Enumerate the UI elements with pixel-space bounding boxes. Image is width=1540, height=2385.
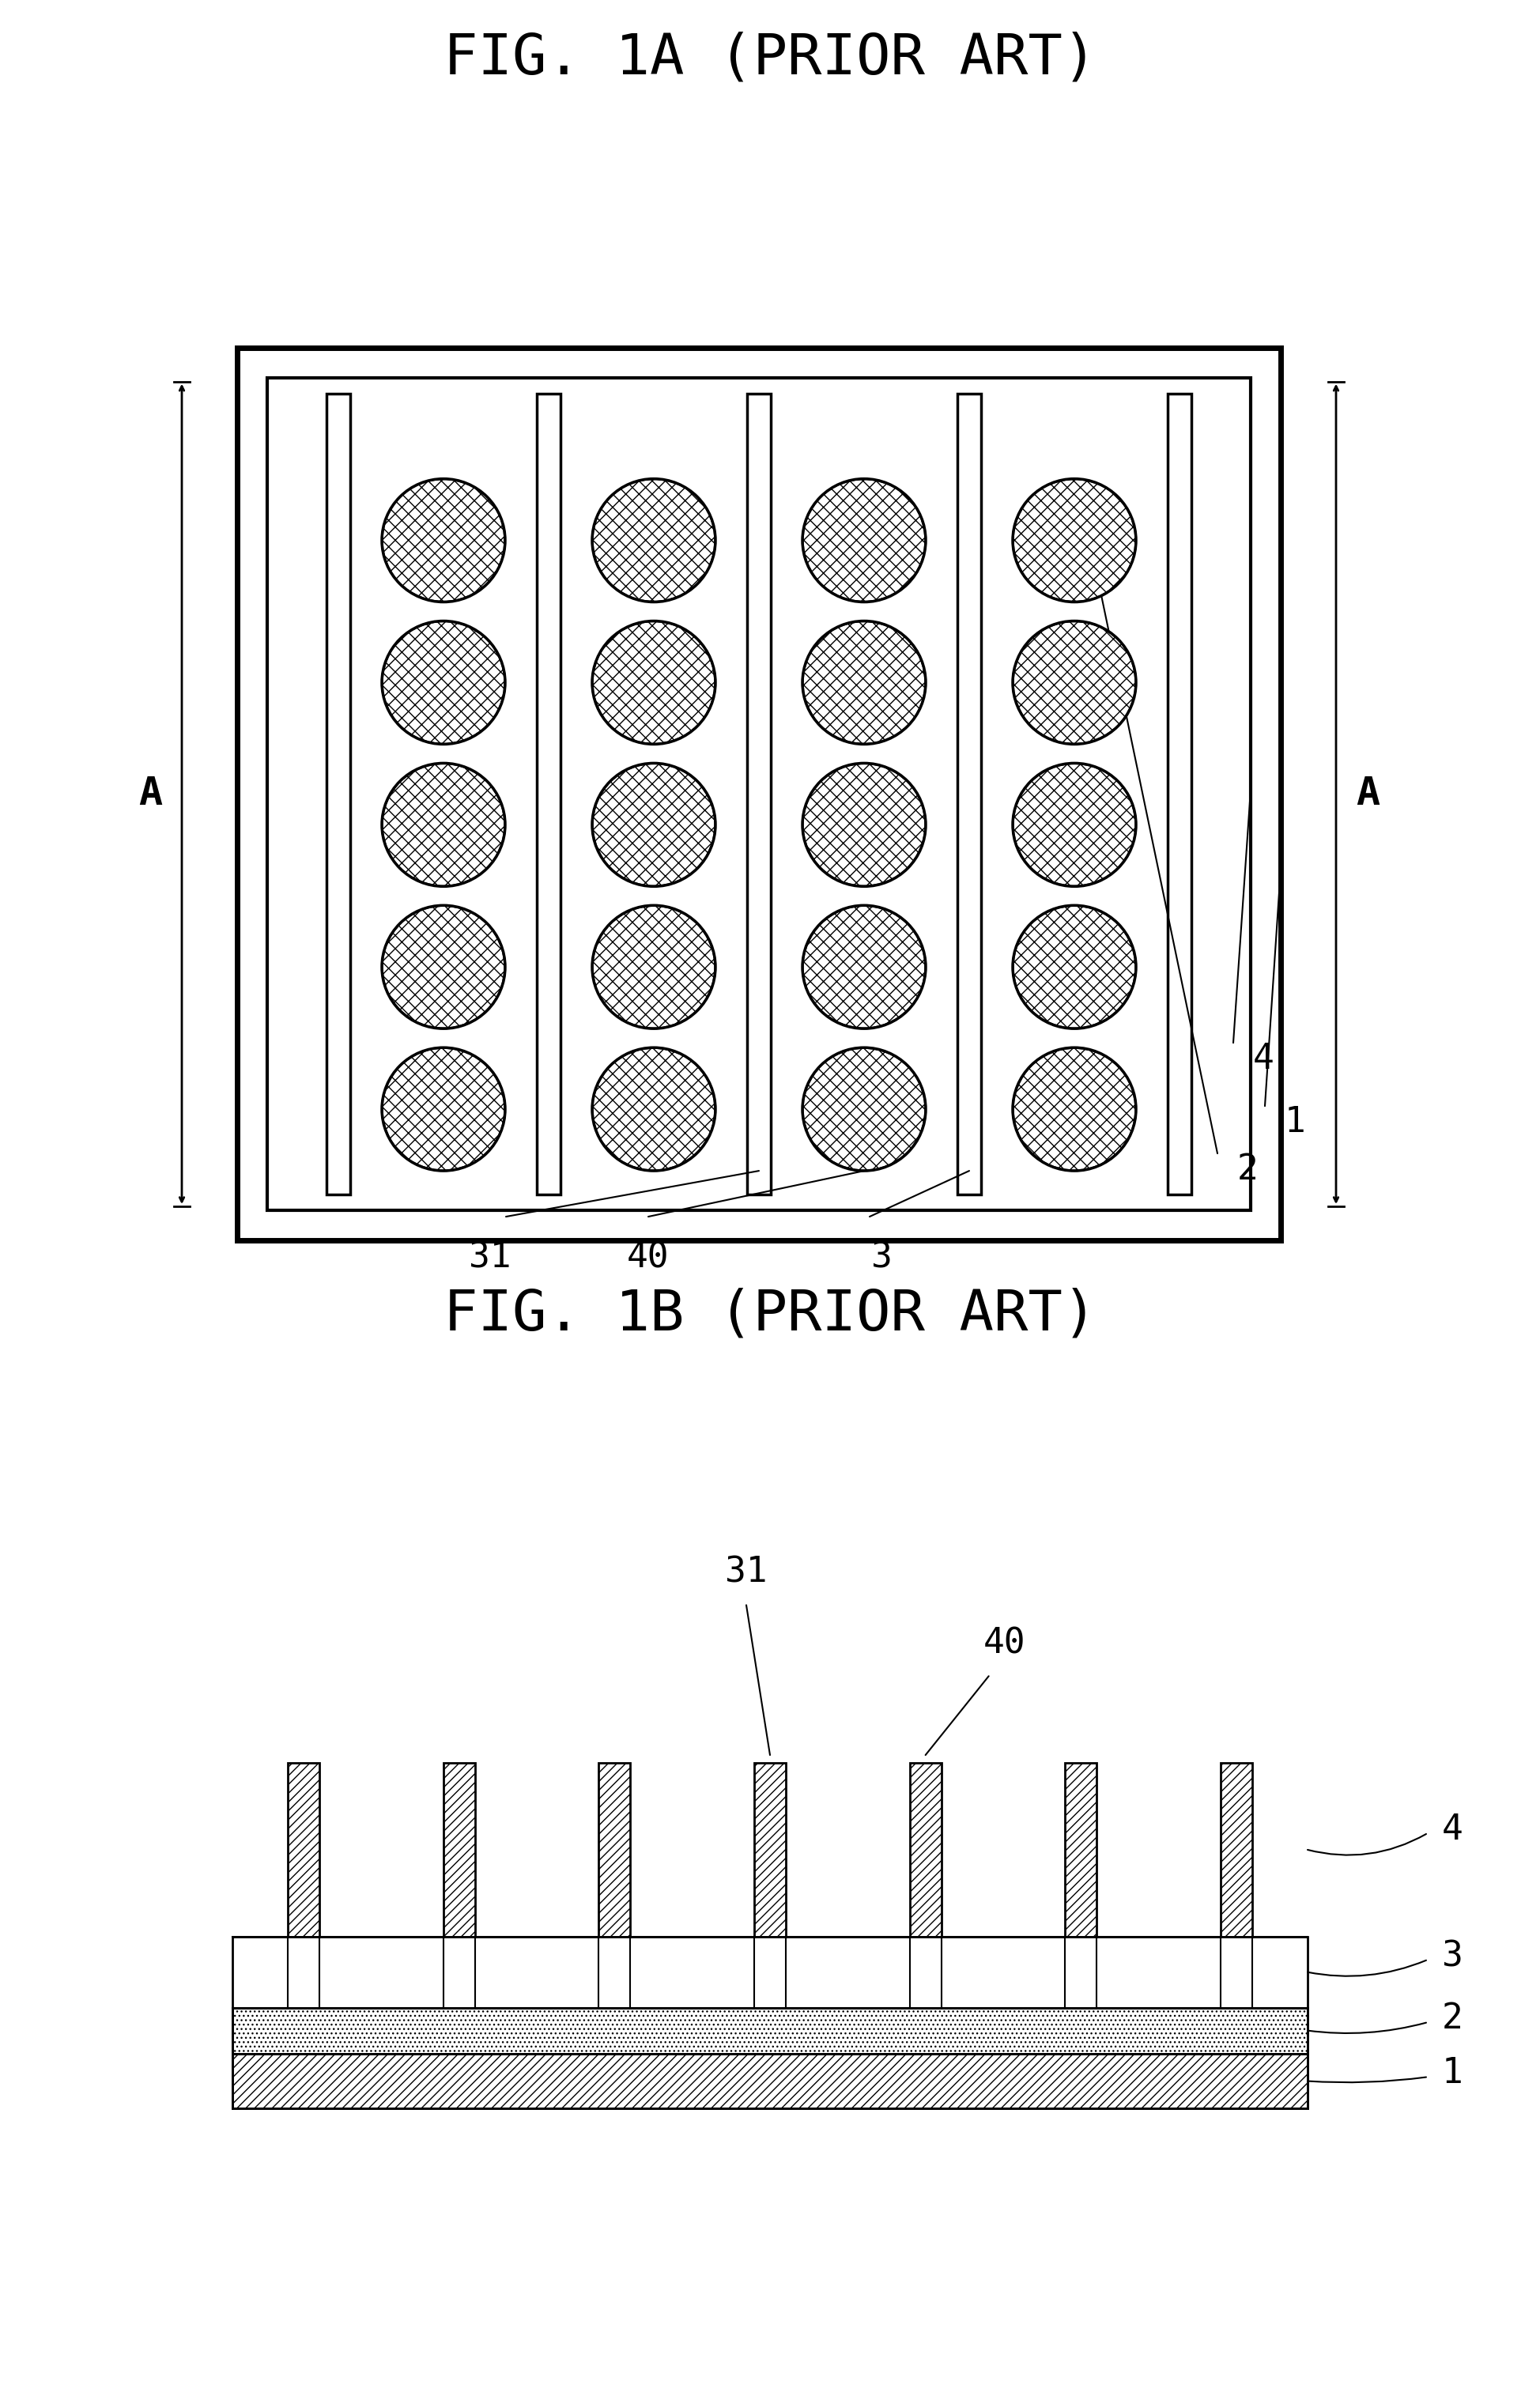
Bar [909,1937,941,2008]
Text: FIG. 1B (PRIOR ART): FIG. 1B (PRIOR ART) [444,1288,1096,1343]
Text: 1: 1 [1441,2056,1463,2089]
Text: 31: 31 [468,1240,511,1274]
Bar [233,2053,1307,2108]
Bar [288,1937,319,2008]
Bar [909,1763,941,1937]
Text: 3: 3 [1441,1939,1463,1972]
Circle shape [591,479,715,601]
Circle shape [802,906,926,1028]
Bar [785,1937,909,2008]
Text: 2: 2 [1441,2001,1463,2037]
Bar [1096,1937,1220,2008]
Circle shape [591,763,715,887]
Circle shape [591,906,715,1028]
Bar [444,1937,474,2008]
Bar [599,1763,630,1937]
Text: 40: 40 [627,1240,668,1274]
Bar [1064,1763,1096,1937]
Bar [1220,1937,1252,2008]
Circle shape [1012,906,1135,1028]
Circle shape [802,763,926,887]
Bar [956,394,981,1195]
Circle shape [802,479,926,601]
Text: 3: 3 [870,1240,892,1274]
Bar [1167,394,1190,1195]
Text: A: A [139,775,162,813]
Circle shape [1012,479,1135,601]
Text: 4: 4 [1252,1042,1274,1076]
Bar [753,1937,785,2008]
Bar [319,1937,444,2008]
Circle shape [382,906,505,1028]
Circle shape [382,479,505,601]
Bar [536,394,561,1195]
Circle shape [382,763,505,887]
Circle shape [802,620,926,744]
Circle shape [1012,1047,1135,1171]
Text: 1: 1 [1284,1104,1304,1140]
Circle shape [382,620,505,744]
Text: A: A [1355,775,1378,813]
Text: 4: 4 [1441,1813,1463,1846]
Text: 40: 40 [983,1627,1026,1660]
Bar [753,1763,785,1937]
Text: FIG. 1A (PRIOR ART): FIG. 1A (PRIOR ART) [444,31,1096,86]
Bar [266,377,1250,1209]
Circle shape [1012,763,1135,887]
Circle shape [1012,620,1135,744]
Bar [599,1937,630,2008]
Text: 2: 2 [1237,1152,1258,1185]
Bar [941,1937,1064,2008]
Bar [288,1763,319,1937]
Circle shape [382,1047,505,1171]
Bar [326,394,350,1195]
Bar [444,1763,474,1937]
Circle shape [591,620,715,744]
Bar [233,2008,1307,2053]
Bar [474,1937,599,2008]
Text: 31: 31 [725,1555,767,1588]
Bar [747,394,770,1195]
Bar [233,1937,288,2008]
Circle shape [802,1047,926,1171]
Bar [237,348,1280,1240]
Bar [1220,1763,1252,1937]
Circle shape [591,1047,715,1171]
Bar [630,1937,753,2008]
Bar [233,1937,1307,2008]
Bar [1252,1937,1307,2008]
Bar [1064,1937,1096,2008]
